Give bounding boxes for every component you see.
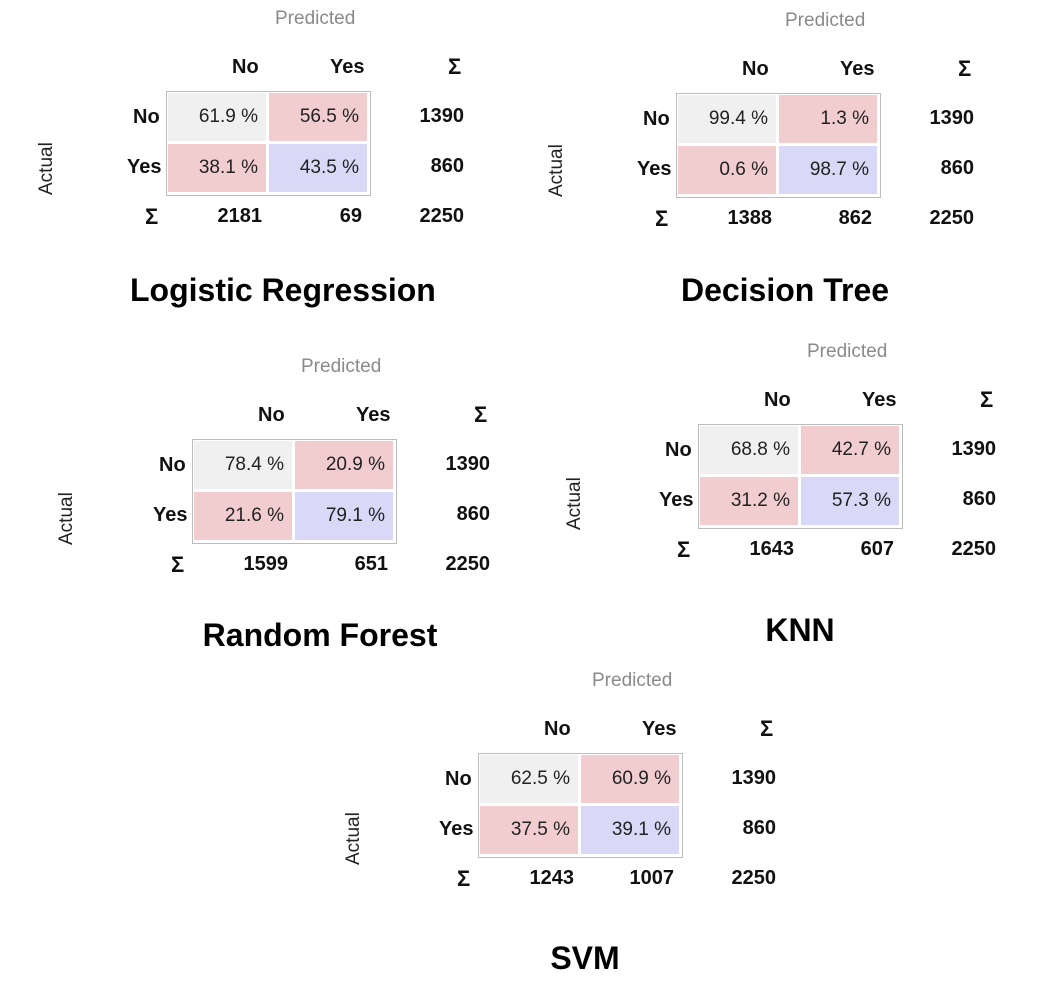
column-header-yes: Yes <box>840 58 875 80</box>
matrix-cell: 39.1 % <box>581 806 679 854</box>
column-header-sigma: Σ <box>474 402 488 427</box>
row-header-yes: Yes <box>127 156 162 178</box>
matrix-cell: 0.6 % <box>678 146 776 194</box>
model-title: SVM <box>550 940 620 976</box>
matrix-cell: 21.6 % <box>194 492 292 540</box>
predicted-axis-label: Predicted <box>592 670 673 691</box>
row-header-no: No <box>665 439 692 461</box>
matrix-cell: 20.9 % <box>295 441 393 489</box>
row-header-yes: Yes <box>659 489 694 511</box>
row-header-sigma: Σ <box>655 206 669 231</box>
grand-total: 2250 <box>731 867 777 889</box>
column-header-yes: Yes <box>330 56 365 78</box>
matrix-cell: 62.5 % <box>480 755 578 803</box>
column-total: 862 <box>838 207 872 229</box>
matrix-cell: 99.4 % <box>678 95 776 143</box>
row-total: 860 <box>940 157 974 179</box>
column-total: 69 <box>339 205 362 227</box>
model-title: KNN <box>765 612 835 648</box>
row-total: 860 <box>430 155 464 177</box>
model-title: Decision Tree <box>680 272 890 308</box>
row-total: 860 <box>962 488 996 510</box>
model-title: Random Forest <box>202 617 438 653</box>
column-header-no: No <box>544 718 571 740</box>
actual-axis-label: Actual <box>343 812 364 865</box>
column-header-no: No <box>258 404 285 426</box>
column-header-yes: Yes <box>862 389 897 411</box>
row-total: 860 <box>742 817 776 839</box>
row-header-sigma: Σ <box>457 866 471 891</box>
predicted-axis-label: Predicted <box>301 356 382 377</box>
grand-total: 2250 <box>445 553 491 575</box>
predicted-axis-label: Predicted <box>275 8 356 29</box>
column-header-no: No <box>764 389 791 411</box>
matrix-cell: 57.3 % <box>801 477 899 525</box>
column-header-sigma: Σ <box>980 387 994 412</box>
matrix-cell: 31.2 % <box>700 477 798 525</box>
matrix-cell: 42.7 % <box>801 426 899 474</box>
actual-axis-label: Actual <box>56 492 77 545</box>
matrix-cell: 60.9 % <box>581 755 679 803</box>
column-header-no: No <box>742 58 769 80</box>
grand-total: 2250 <box>419 205 465 227</box>
row-header-no: No <box>159 454 186 476</box>
row-total: 1390 <box>445 453 491 475</box>
column-header-sigma: Σ <box>958 56 972 81</box>
actual-axis-label: Actual <box>546 144 567 197</box>
matrix-cell: 1.3 % <box>779 95 877 143</box>
row-header-sigma: Σ <box>145 204 159 229</box>
column-header-yes: Yes <box>642 718 677 740</box>
column-total: 1599 <box>243 553 289 575</box>
matrix-cell: 61.9 % <box>168 93 266 141</box>
column-total: 1243 <box>529 867 575 889</box>
model-title: Logistic Regression <box>130 272 436 308</box>
column-total: 1007 <box>629 867 675 889</box>
actual-axis-label: Actual <box>36 142 57 195</box>
matrix-cell: 38.1 % <box>168 144 266 192</box>
column-header-sigma: Σ <box>448 54 462 79</box>
matrix-cell: 56.5 % <box>269 93 367 141</box>
grand-total: 2250 <box>929 207 975 229</box>
row-header-yes: Yes <box>439 818 474 840</box>
row-header-sigma: Σ <box>171 552 185 577</box>
matrix-cell: 79.1 % <box>295 492 393 540</box>
row-total: 1390 <box>731 767 777 789</box>
column-total: 1388 <box>727 207 773 229</box>
predicted-axis-label: Predicted <box>785 10 866 31</box>
column-header-sigma: Σ <box>760 716 774 741</box>
matrix-cell: 37.5 % <box>480 806 578 854</box>
row-header-no: No <box>133 106 160 128</box>
matrix-cell: 98.7 % <box>779 146 877 194</box>
column-total: 651 <box>354 553 388 575</box>
grand-total: 2250 <box>951 538 997 560</box>
row-header-sigma: Σ <box>677 537 691 562</box>
row-total: 860 <box>456 503 490 525</box>
column-total: 607 <box>860 538 894 560</box>
matrix-cell: 43.5 % <box>269 144 367 192</box>
row-header-yes: Yes <box>637 158 672 180</box>
column-header-yes: Yes <box>356 404 391 426</box>
row-total: 1390 <box>929 107 975 129</box>
column-total: 1643 <box>749 538 795 560</box>
actual-axis-label: Actual <box>564 477 585 530</box>
row-header-no: No <box>445 768 472 790</box>
column-total: 2181 <box>217 205 263 227</box>
row-header-no: No <box>643 108 670 130</box>
row-header-yes: Yes <box>153 504 188 526</box>
matrix-cell: 68.8 % <box>700 426 798 474</box>
matrix-cell: 78.4 % <box>194 441 292 489</box>
row-total: 1390 <box>419 105 465 127</box>
predicted-axis-label: Predicted <box>807 341 888 362</box>
column-header-no: No <box>232 56 259 78</box>
row-total: 1390 <box>951 438 997 460</box>
